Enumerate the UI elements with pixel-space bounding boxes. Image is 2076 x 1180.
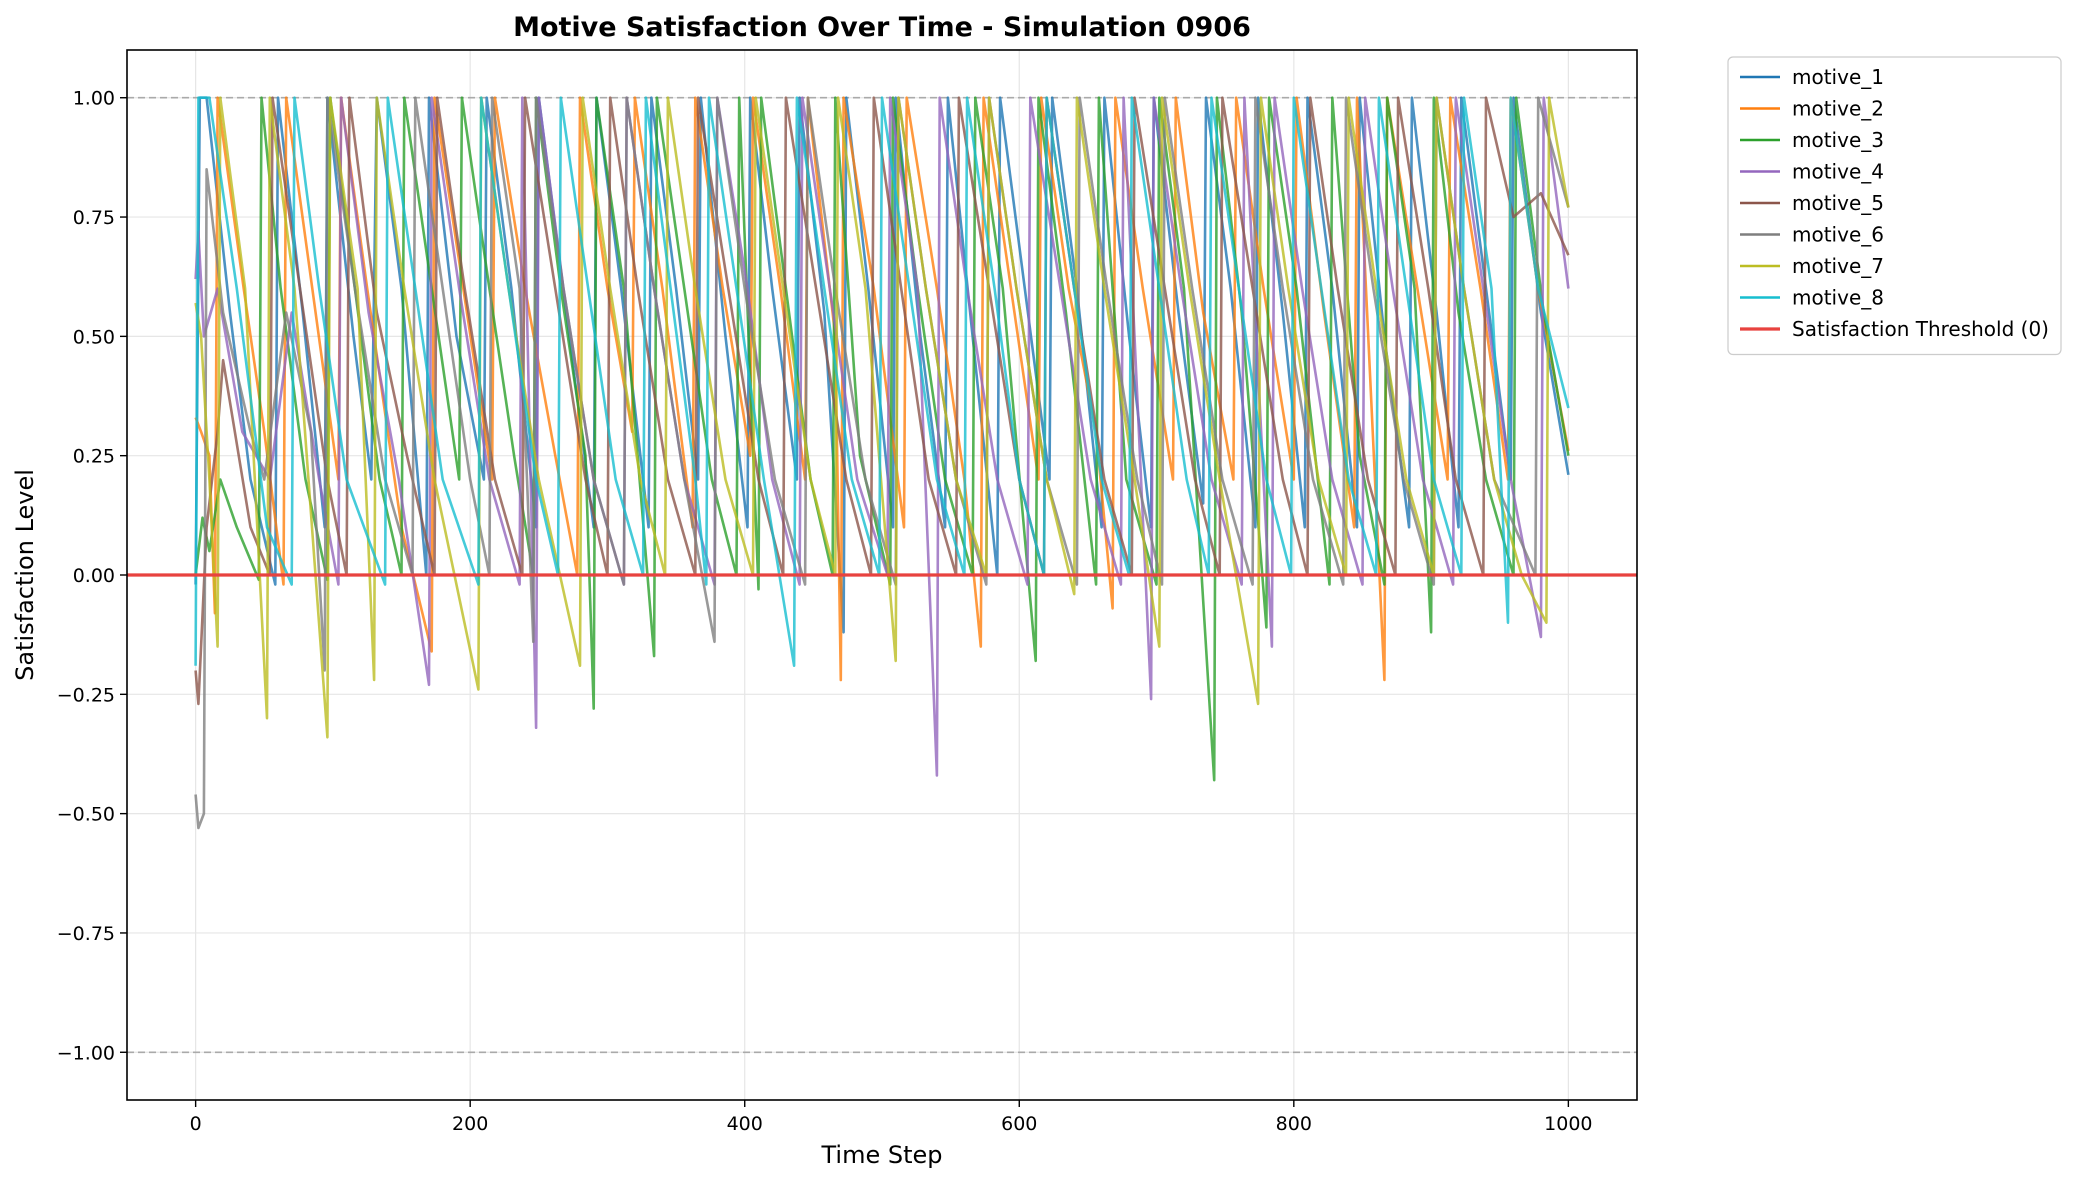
legend-label: motive_1 xyxy=(1792,65,1884,89)
y-tick-label: 0.00 xyxy=(73,565,115,587)
series-lines xyxy=(194,96,1570,830)
x-tick-label: 1000 xyxy=(1544,1113,1592,1135)
series-line-motive-3 xyxy=(194,96,1570,782)
legend-label: motive_2 xyxy=(1792,97,1884,121)
legend-label: motive_6 xyxy=(1792,223,1884,247)
series-line-motive-6 xyxy=(194,96,1570,830)
y-tick-label: 0.50 xyxy=(73,326,115,348)
x-tick-label: 800 xyxy=(1276,1113,1312,1135)
x-axis-label: Time Step xyxy=(820,1141,942,1169)
y-axis-ticks: 1.00 0.75 0.50 0.25 0.00 −0.25 −0.50 −0.75 −1.00 xyxy=(57,88,127,1064)
x-axis-ticks: 0 200 400 600 800 1000 xyxy=(190,1100,1593,1135)
x-tick-label: 200 xyxy=(452,1113,488,1135)
legend-label: motive_7 xyxy=(1792,254,1884,278)
series-line-motive-1 xyxy=(194,96,1570,634)
y-tick-label: 0.75 xyxy=(73,207,115,229)
chart-title: Motive Satisfaction Over Time - Simulati… xyxy=(513,12,1251,43)
legend-label: motive_4 xyxy=(1792,160,1884,184)
y-tick-label: 1.00 xyxy=(73,88,115,110)
legend-label: motive_3 xyxy=(1792,128,1884,152)
y-tick-label: −0.25 xyxy=(57,684,115,706)
legend: motive_1 motive_2 motive_3 motive_4 motive_5… xyxy=(1727,56,2062,356)
legend-box xyxy=(1727,56,2062,356)
series-line-motive-8 xyxy=(194,96,1570,668)
legend-label: motive_8 xyxy=(1792,286,1884,310)
y-tick-label: −0.75 xyxy=(57,923,115,945)
series-line-motive-5 xyxy=(194,96,1570,706)
y-tick-label: −0.50 xyxy=(57,804,115,826)
y-tick-label: −1.00 xyxy=(57,1042,115,1064)
x-tick-label: 0 xyxy=(190,1113,202,1135)
legend-label: motive_5 xyxy=(1792,191,1884,215)
y-tick-label: 0.25 xyxy=(73,446,115,468)
x-tick-label: 600 xyxy=(1001,1113,1037,1135)
legend-label: Satisfaction Threshold (0) xyxy=(1792,317,2049,341)
x-tick-label: 400 xyxy=(727,1113,763,1135)
y-axis-label: Satisfaction Level xyxy=(11,469,39,681)
